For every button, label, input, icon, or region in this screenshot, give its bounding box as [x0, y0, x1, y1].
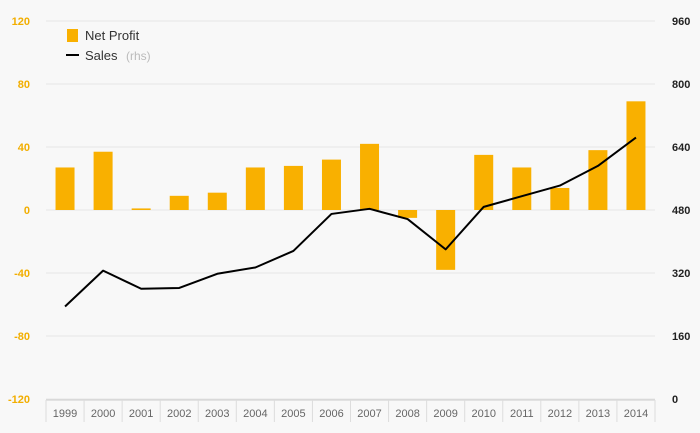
left-axis-ticks: 120 80 40 0 -40 -80 -120	[8, 16, 30, 406]
sales-line-group	[64, 136, 637, 308]
x-tick-label: 1999	[53, 408, 77, 420]
x-tick-label: 2002	[167, 408, 191, 420]
bar-net-profit	[474, 154, 494, 210]
x-tick-label: 2011	[510, 408, 534, 420]
legend-label-sales: Sales	[85, 48, 118, 63]
right-tick-label: 480	[672, 205, 690, 217]
bar-net-profit	[131, 208, 151, 210]
bar-net-profit	[207, 192, 227, 210]
bar-net-profit	[169, 195, 189, 210]
x-tick-label: 2012	[548, 408, 572, 420]
x-tick-label: 2004	[243, 408, 267, 420]
x-tick-label: 2006	[319, 408, 343, 420]
right-tick-label: 320	[672, 268, 690, 280]
bar-net-profit	[283, 165, 303, 210]
left-tick-label: 80	[18, 79, 30, 91]
x-tick-label: 2008	[395, 408, 419, 420]
bar-net-profit	[588, 150, 608, 210]
bar-net-profit	[245, 167, 265, 210]
x-tick-label: 2014	[624, 408, 648, 420]
left-tick-label: 120	[12, 16, 30, 28]
bar-net-profit	[55, 167, 75, 210]
legend-label-sales-group: Sales (rhs)	[85, 47, 151, 64]
left-tick-label: -80	[14, 331, 30, 343]
x-axis: 1999 2000 2001 2002 2003 2004 2005 2006 2007 2008…	[45, 399, 656, 422]
x-tick-label: 2000	[91, 408, 115, 420]
right-tick-label: 0	[672, 394, 678, 406]
x-tick-label: 2010	[471, 408, 495, 420]
x-tick-label: 2013	[586, 408, 610, 420]
right-tick-label: 800	[672, 79, 690, 91]
x-tick-label: 2005	[281, 408, 305, 420]
bar-net-profit	[550, 187, 570, 210]
bar-net-profit	[321, 159, 341, 210]
sales-line	[64, 136, 637, 308]
legend-swatch-net-profit	[67, 29, 78, 42]
x-tick-label: 2001	[129, 408, 153, 420]
bar-net-profit	[626, 101, 646, 210]
bar-net-profit	[512, 167, 532, 210]
bar-net-profit	[436, 210, 456, 270]
bar-net-profit	[398, 210, 418, 218]
legend-label-sales-suffix: (rhs)	[126, 49, 151, 63]
x-tick-label: 2007	[357, 408, 381, 420]
net-profit-bars	[55, 101, 646, 270]
left-tick-label: 0	[24, 205, 30, 217]
legend: Net Profit Sales (rhs)	[66, 28, 151, 64]
legend-label-net-profit: Net Profit	[85, 28, 140, 43]
right-axis-ticks: 960 800 640 480 320 160 0	[672, 16, 690, 406]
x-tick-label: 2009	[433, 408, 457, 420]
right-tick-label: 960	[672, 16, 690, 28]
right-tick-label: 640	[672, 142, 690, 154]
left-tick-label: -120	[8, 394, 30, 406]
left-tick-label: 40	[18, 142, 30, 154]
bar-net-profit	[93, 151, 113, 210]
bar-net-profit	[360, 143, 380, 210]
right-tick-label: 160	[672, 331, 690, 343]
x-tick-label: 2003	[205, 408, 229, 420]
left-tick-label: -40	[14, 268, 30, 280]
